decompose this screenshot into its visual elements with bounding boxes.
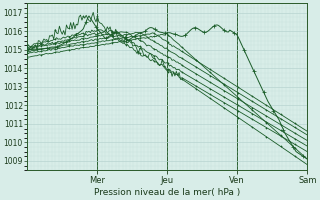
X-axis label: Pression niveau de la mer( hPa ): Pression niveau de la mer( hPa ) bbox=[94, 188, 240, 197]
